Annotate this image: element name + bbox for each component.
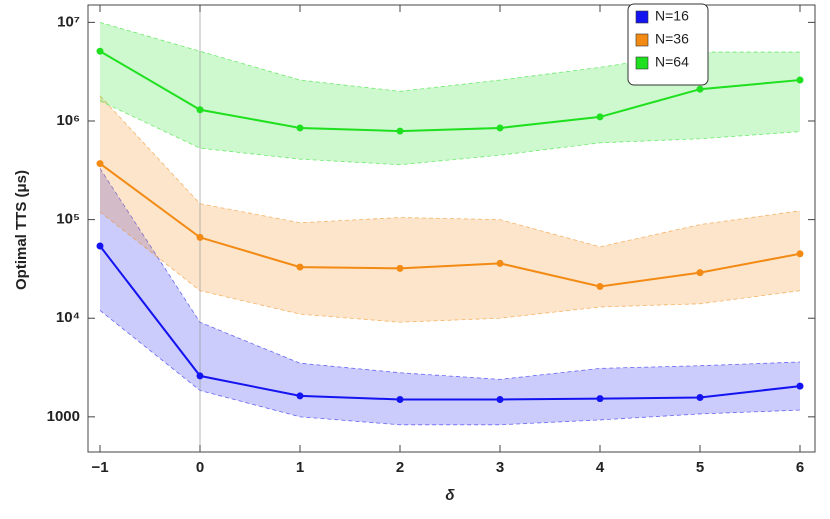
data-point [596,113,604,121]
data-point [696,269,704,277]
band [100,22,800,165]
data-point [196,372,204,380]
x-tick-label: 6 [796,459,804,476]
legend-label: N=16 [655,8,689,24]
data-point [496,259,504,267]
legend-swatch [635,10,649,24]
x-axis-label: δ [445,487,455,504]
data-point [496,124,504,132]
legend-label: N=36 [655,31,689,47]
x-tick-label: −1 [91,459,108,476]
data-point [96,47,104,55]
y-tick-label: 1000 [47,408,80,425]
data-point [296,392,304,400]
data-point [196,106,204,114]
legend-label: N=64 [655,54,689,70]
data-point [596,282,604,290]
data-point [796,76,804,84]
x-tick-label: 1 [296,459,304,476]
band-edge [99,95,801,248]
data-point [396,264,404,272]
y-axis-label: Optimal TTS (μs) [13,170,30,290]
x-tick-label: 0 [196,459,204,476]
data-point [396,395,404,403]
data-point [196,233,204,241]
x-tick-label: 3 [496,459,504,476]
legend: N=16 N=36 N=64 [627,3,709,86]
data-point [596,395,604,403]
data-point [396,127,404,135]
data-point [496,395,504,403]
band [100,168,800,425]
series-line [99,50,801,133]
y-tick-label: 10⁶ [56,112,80,129]
x-tick-label: 5 [696,459,704,476]
series-line [99,245,801,401]
y-tick-label: 10⁷ [57,13,80,30]
legend-swatch [635,56,649,70]
band-edge [99,21,800,92]
data-point [296,124,304,132]
band-edge [99,211,801,323]
y-tick-label: 10⁴ [56,309,80,326]
band [100,95,800,323]
data-point [696,85,704,93]
data-point [96,160,104,168]
x-tick-label: 2 [396,459,404,476]
band-edge [99,310,801,426]
data-point [796,250,804,258]
data-point [696,394,704,402]
data-point [796,382,804,390]
y-tick-label: 10⁵ [56,211,80,228]
plot-frame [87,4,816,453]
data-point [96,242,104,250]
band-edge [99,168,801,380]
data-point [296,263,304,271]
series-line [99,162,801,288]
x-tick-label: 4 [596,459,605,476]
legend-swatch [635,33,649,47]
band-edge [99,100,801,166]
